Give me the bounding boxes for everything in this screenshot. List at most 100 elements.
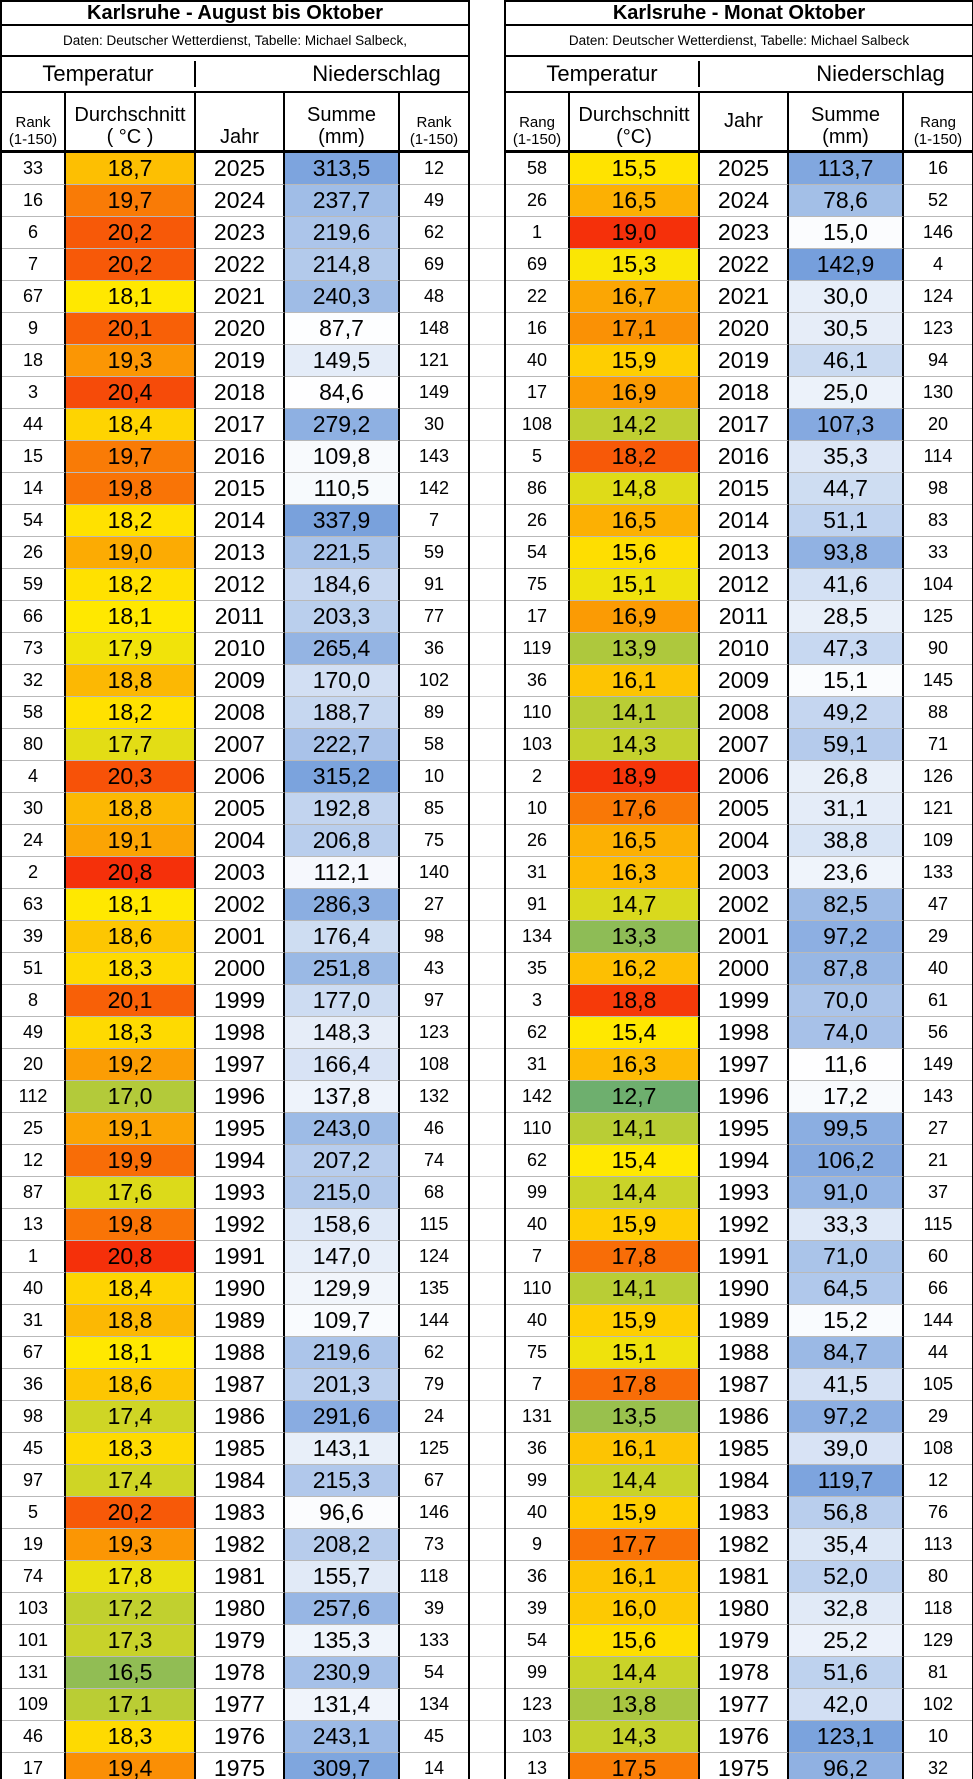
rank-precip-cell: 21 [904, 1145, 972, 1177]
rank-precip-cell: 52 [904, 185, 972, 217]
rank-temp-cell: 12 [2, 1145, 66, 1177]
year-cell: 1985 [700, 1433, 789, 1465]
rank-temp-cell: 7 [506, 1241, 570, 1273]
table-row: 54 18,2 2014 337,9 7 [2, 505, 468, 537]
column-header-row: Rank (1-150) Durchschnitt ( °C ) Jahr Su… [2, 93, 468, 153]
rank-temp-cell: 98 [2, 1401, 66, 1433]
table-row: 24 19,1 2004 206,8 75 [2, 825, 468, 857]
table-row: 36 18,6 1987 201,3 79 [2, 1369, 468, 1401]
table-row: 1 19,0 2023 15,0 146 [506, 217, 972, 249]
precip-sum-cell: 107,3 [789, 409, 904, 441]
year-cell: 2021 [700, 281, 789, 313]
precip-sum-cell: 203,3 [285, 601, 400, 633]
rank-precip-cell: 39 [400, 1593, 468, 1625]
table-row: 51 18,3 2000 251,8 43 [2, 953, 468, 985]
rank-temp-cell: 54 [2, 505, 66, 537]
rank-precip-cell: 118 [904, 1593, 972, 1625]
rank-precip-cell: 135 [400, 1273, 468, 1305]
year-cell: 1999 [700, 985, 789, 1017]
avg-temp-cell: 19,7 [66, 441, 196, 473]
table-row: 39 18,6 2001 176,4 98 [2, 921, 468, 953]
year-cell: 2013 [196, 537, 285, 569]
col-header-sum: Summe (mm) [285, 93, 400, 150]
rank-precip-cell: 143 [400, 441, 468, 473]
rank-temp-cell: 99 [506, 1657, 570, 1689]
rank-temp-cell: 108 [506, 409, 570, 441]
table-row: 142 12,7 1996 17,2 143 [506, 1081, 972, 1113]
year-cell: 1977 [700, 1689, 789, 1721]
rank-temp-cell: 13 [2, 1209, 66, 1241]
precip-sum-cell: 215,0 [285, 1177, 400, 1209]
col-header-rank-precip: Rang (1-150) [913, 114, 963, 148]
precip-sum-cell: 230,9 [285, 1657, 400, 1689]
year-cell: 1994 [700, 1145, 789, 1177]
rank-temp-cell: 66 [2, 601, 66, 633]
precip-sum-cell: 148,3 [285, 1017, 400, 1049]
table-row: 69 15,3 2022 142,9 4 [506, 249, 972, 281]
avg-temp-cell: 14,1 [570, 697, 700, 729]
avg-temp-cell: 16,5 [570, 825, 700, 857]
rank-precip-cell: 58 [400, 729, 468, 761]
avg-temp-cell: 18,7 [66, 153, 196, 185]
precip-sum-cell: 251,8 [285, 953, 400, 985]
rank-precip-cell: 85 [400, 793, 468, 825]
table-row: 26 16,5 2014 51,1 83 [506, 505, 972, 537]
year-cell: 1983 [700, 1497, 789, 1529]
rank-precip-cell: 140 [400, 857, 468, 889]
rank-temp-cell: 36 [506, 1561, 570, 1593]
rank-temp-cell: 99 [506, 1177, 570, 1209]
precip-sum-cell: 313,5 [285, 153, 400, 185]
year-cell: 2025 [196, 153, 285, 185]
table-row: 30 18,8 2005 192,8 85 [2, 793, 468, 825]
precip-sum-cell: 158,6 [285, 1209, 400, 1241]
table-row: 7 20,2 2022 214,8 69 [2, 249, 468, 281]
precip-sum-cell: 131,4 [285, 1689, 400, 1721]
precip-sum-cell: 112,1 [285, 857, 400, 889]
rank-precip-cell: 133 [904, 857, 972, 889]
year-cell: 1988 [700, 1337, 789, 1369]
rank-temp-cell: 131 [506, 1401, 570, 1433]
avg-temp-cell: 20,1 [66, 313, 196, 345]
year-cell: 1995 [196, 1113, 285, 1145]
rank-temp-cell: 35 [506, 953, 570, 985]
table-row: 20 19,2 1997 166,4 108 [2, 1049, 468, 1081]
rank-temp-cell: 6 [2, 217, 66, 249]
table-row: 16 17,1 2020 30,5 123 [506, 313, 972, 345]
rank-temp-cell: 7 [506, 1369, 570, 1401]
year-cell: 2019 [196, 345, 285, 377]
rank-temp-cell: 46 [2, 1721, 66, 1753]
rank-temp-cell: 24 [2, 825, 66, 857]
rank-temp-cell: 26 [506, 505, 570, 537]
table-row: 6 20,2 2023 219,6 62 [2, 217, 468, 249]
year-cell: 1991 [196, 1241, 285, 1273]
precip-sum-cell: 15,2 [789, 1305, 904, 1337]
rank-precip-cell: 125 [400, 1433, 468, 1465]
year-cell: 2021 [196, 281, 285, 313]
avg-temp-cell: 18,4 [66, 409, 196, 441]
table-row: 101 17,3 1979 135,3 133 [2, 1625, 468, 1657]
rank-precip-cell: 113 [904, 1529, 972, 1561]
year-cell: 1978 [700, 1657, 789, 1689]
rank-temp-cell: 19 [2, 1529, 66, 1561]
avg-temp-cell: 19,7 [66, 185, 196, 217]
year-cell: 1994 [196, 1145, 285, 1177]
rank-precip-cell: 105 [904, 1369, 972, 1401]
precip-sum-cell: 149,5 [285, 345, 400, 377]
rank-temp-cell: 10 [506, 793, 570, 825]
rank-temp-cell: 62 [506, 1145, 570, 1177]
precip-sum-cell: 214,8 [285, 249, 400, 281]
rank-temp-cell: 86 [506, 473, 570, 505]
precip-sum-cell: 25,2 [789, 1625, 904, 1657]
year-cell: 1996 [700, 1081, 789, 1113]
avg-temp-cell: 19,4 [66, 1753, 196, 1779]
rank-temp-cell: 73 [2, 633, 66, 665]
year-cell: 1992 [700, 1209, 789, 1241]
year-cell: 2003 [700, 857, 789, 889]
year-cell: 2014 [196, 505, 285, 537]
table-row: 17 19,4 1975 309,7 14 [2, 1753, 468, 1779]
year-cell: 2001 [196, 921, 285, 953]
avg-temp-cell: 19,1 [66, 1113, 196, 1145]
column-header-row: Rang (1-150) Durchschnitt (°C) Jahr Summ… [506, 93, 972, 153]
precip-sum-cell: 188,7 [285, 697, 400, 729]
precip-sum-cell: 25,0 [789, 377, 904, 409]
